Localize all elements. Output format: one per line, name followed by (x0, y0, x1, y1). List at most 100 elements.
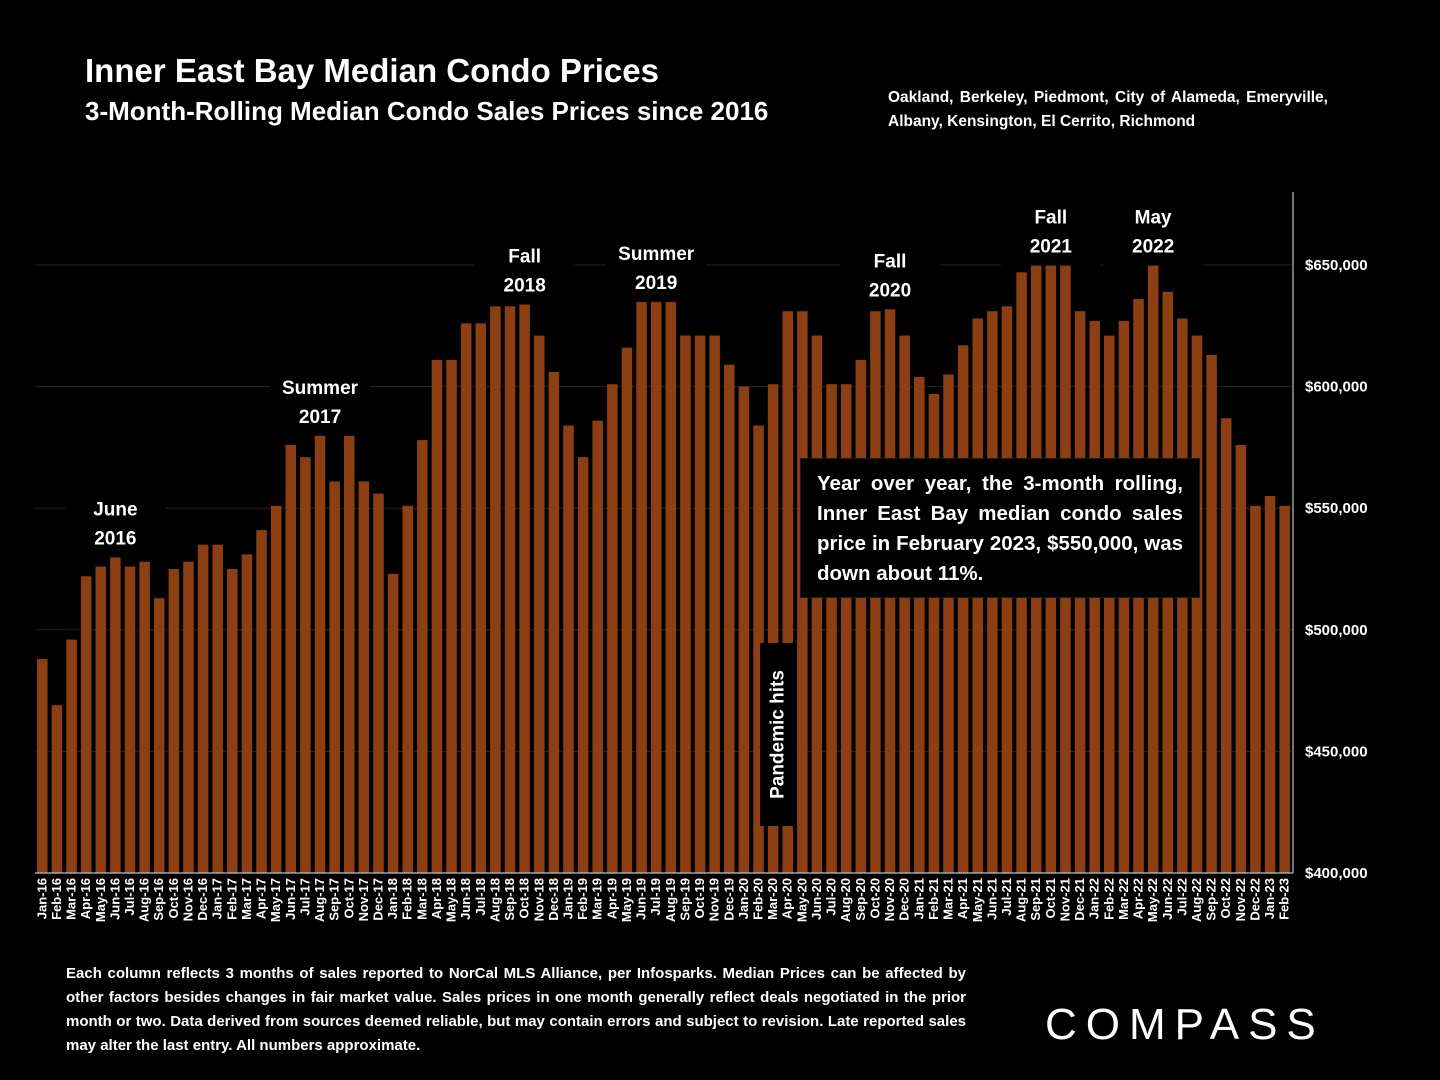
bar (256, 530, 267, 873)
x-tick-label: Jun-18 (458, 878, 473, 920)
bar (680, 335, 691, 873)
x-tick-label: Mar-20 (765, 878, 780, 920)
bar (153, 598, 165, 873)
bar (1235, 444, 1247, 873)
pandemic-label-background (760, 643, 797, 826)
x-tick-label: Jun-21 (984, 878, 999, 920)
bar (709, 335, 720, 873)
x-tick-label: Jun-20 (809, 878, 824, 920)
x-tick-label: Oct-21 (1043, 878, 1058, 918)
period-annotation: 2020 (869, 280, 911, 301)
bar (548, 372, 560, 873)
bar (227, 569, 238, 873)
x-tick-label: Dec-22 (1247, 878, 1262, 921)
bar (37, 658, 48, 873)
x-tick-label: Oct-20 (867, 878, 882, 918)
x-tick-label: Feb-16 (49, 878, 64, 920)
bar (840, 384, 852, 873)
bar (475, 323, 487, 873)
bar (914, 376, 925, 873)
bar (402, 505, 413, 873)
x-tick-label: Jun-22 (1160, 878, 1175, 920)
y-tick-label: $450,000 (1305, 743, 1368, 760)
x-tick-label: Apr-19 (604, 878, 619, 919)
x-tick-label: Mar-19 (590, 878, 605, 920)
x-tick-label: Aug-21 (1014, 878, 1029, 922)
x-tick-label: Feb-19 (575, 878, 590, 920)
bar (855, 359, 867, 874)
chart-title: Inner East Bay Median Condo Prices (85, 52, 659, 89)
bar (1279, 505, 1290, 873)
x-tick-label: Jan-19 (560, 878, 575, 919)
period-annotation: 2021 (1030, 237, 1073, 258)
annotation-background (65, 493, 166, 558)
bar (1264, 496, 1276, 873)
x-tick-label: Sep-20 (853, 878, 868, 921)
bar (314, 432, 326, 873)
x-tick-label: Nov-22 (1233, 878, 1248, 921)
bar (300, 457, 311, 873)
bar (110, 554, 121, 873)
x-tick-label: Jan-18 (385, 878, 400, 919)
x-tick-label: Aug-20 (838, 878, 853, 922)
bar (694, 335, 706, 873)
x-tick-label: Jan-21 (911, 878, 926, 919)
x-tick-label: Feb-21 (926, 878, 941, 920)
x-tick-label: May-17 (268, 878, 283, 922)
x-tick-label: Oct-18 (517, 878, 532, 918)
x-tick-label: Sep-19 (677, 878, 692, 921)
x-tick-label: May-19 (619, 878, 634, 922)
x-tick-label: Mar-17 (239, 878, 254, 920)
x-tick-label: Nov-18 (531, 878, 546, 921)
x-tick-label: Jan-23 (1262, 878, 1277, 919)
bar (563, 425, 574, 873)
bar (650, 299, 662, 873)
bar (519, 301, 530, 874)
x-tick-label: Dec-17 (370, 878, 385, 921)
x-tick-label: May-20 (794, 878, 809, 922)
annotation-background (1103, 201, 1204, 266)
period-annotation: 2018 (504, 275, 546, 296)
bar (592, 420, 603, 873)
x-tick-label: Sep-18 (502, 878, 517, 921)
bar (899, 335, 910, 873)
x-tick-label: Jan-17 (210, 878, 225, 919)
bar (51, 705, 63, 873)
x-tick-label: Dec-20 (897, 878, 912, 921)
period-annotation: Summer (282, 378, 359, 399)
bar (1191, 335, 1203, 873)
x-tick-label: Mar-18 (414, 878, 429, 920)
x-tick-label: Apr-17 (254, 878, 269, 919)
x-tick-label: Apr-20 (780, 878, 795, 919)
x-tick-label: Mar-22 (1116, 878, 1131, 920)
x-tick-label: Aug-16 (137, 878, 152, 922)
x-tick-label: Jul-18 (473, 878, 488, 916)
bar-chart: $400,000 $450,000 $500,000 $550,000 $600,000… (34, 192, 1368, 922)
x-tick-label: Oct-19 (692, 878, 707, 918)
cities-list: Oakland, Berkeley, Piedmont, City of Ala… (888, 89, 1328, 130)
bar (504, 306, 516, 874)
x-tick-label: May-16 (93, 878, 108, 922)
bar (1220, 418, 1232, 873)
bar (738, 386, 750, 873)
bar (826, 384, 837, 873)
bar (358, 481, 370, 873)
y-tick-labels: $400,000 $450,000 $500,000 $550,000 $600,000… (1305, 257, 1368, 882)
bar (767, 384, 779, 873)
x-tick-label: Jun-17 (283, 878, 298, 920)
period-annotation: 2019 (635, 273, 677, 294)
bar (212, 544, 223, 873)
x-tick-label: Jul-16 (122, 878, 137, 916)
x-tick-label: Jan-22 (1087, 878, 1102, 919)
axes (35, 192, 1294, 874)
bar (577, 457, 589, 873)
x-tick-label: Jul-19 (648, 878, 663, 916)
bar (460, 323, 472, 873)
annotation-background (474, 240, 575, 305)
x-tick-label: Aug-17 (312, 878, 327, 922)
annotation-background (606, 238, 707, 303)
period-annotation: May (1135, 208, 1172, 229)
x-tick-label: Jul-22 (1174, 878, 1189, 916)
bar (1104, 335, 1115, 873)
x-tick-label: Jul-20 (824, 878, 839, 916)
